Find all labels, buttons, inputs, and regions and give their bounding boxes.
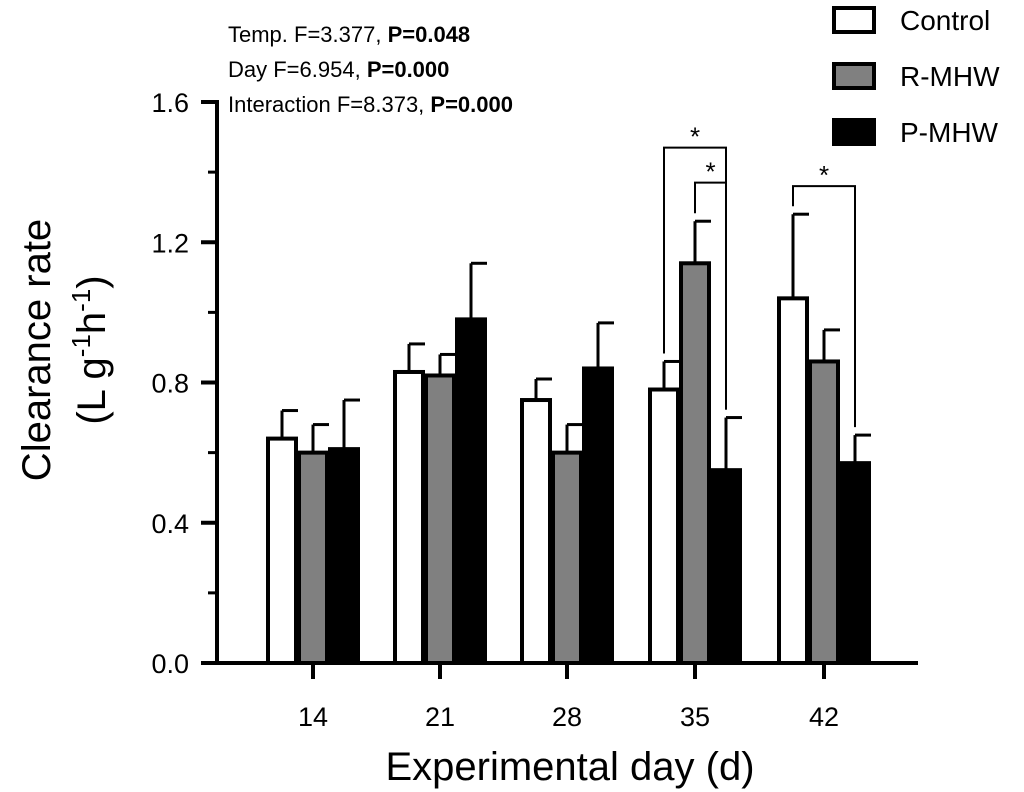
- bar-p-mhw: [582, 366, 614, 665]
- bar-r-mhw: [808, 359, 840, 665]
- legend-swatch-control: [832, 6, 876, 34]
- bar-p-mhw: [710, 468, 742, 665]
- y-axis-title-line2: (L g-1h-1): [66, 275, 114, 424]
- bar-control: [648, 387, 680, 665]
- bar-control: [266, 436, 298, 665]
- y-tick-label: 0.4: [151, 509, 189, 539]
- bar-control: [520, 398, 552, 665]
- significance-bracket: [792, 185, 856, 428]
- significance-bracket: [694, 181, 727, 410]
- legend-swatch-r-mhw: [832, 62, 876, 90]
- bar-r-mhw: [679, 261, 711, 665]
- significance-star: *: [819, 160, 829, 190]
- bar-p-mhw: [455, 317, 487, 665]
- stats-line-day: Day F=6.954, P=0.000: [228, 57, 449, 82]
- significance-star: *: [705, 157, 715, 187]
- legend-label-p-mhw: P-MHW: [900, 117, 999, 148]
- y-tick-label: 0.8: [151, 369, 189, 399]
- x-axis-title: Experimental day (d): [385, 745, 754, 789]
- y-axis-title-line1: Clearance rate: [15, 219, 59, 481]
- legend: Control R-MHW P-MHW: [832, 5, 1000, 148]
- stats-line-interaction: Interaction F=8.373, P=0.000: [228, 92, 513, 117]
- x-tick-label: 21: [425, 702, 455, 732]
- bar-p-mhw: [839, 461, 871, 665]
- x-tick-label: 14: [298, 702, 328, 732]
- x-tick-label: 28: [552, 702, 582, 732]
- bar-p-mhw: [328, 447, 360, 665]
- y-tick-label: 0.0: [151, 649, 189, 679]
- x-axis: 14 21 28 35 42: [215, 661, 918, 732]
- stats-annotation: Temp. F=3.377, P=0.048 Day F=6.954, P=0.…: [228, 22, 513, 117]
- plot-area: [266, 212, 871, 665]
- y-tick-label: 1.6: [151, 88, 189, 118]
- stats-line-temp: Temp. F=3.377, P=0.048: [228, 22, 470, 47]
- x-tick-label: 35: [680, 702, 710, 732]
- legend-swatch-p-mhw: [832, 118, 876, 146]
- bar-r-mhw: [297, 450, 329, 665]
- bar-r-mhw: [424, 373, 456, 665]
- legend-label-r-mhw: R-MHW: [900, 61, 1000, 92]
- significance-markers: ** *: [663, 122, 856, 428]
- significance-star: *: [690, 122, 700, 152]
- legend-label-control: Control: [900, 5, 990, 36]
- bar-control: [777, 296, 809, 665]
- bar-r-mhw: [551, 450, 583, 665]
- y-axis: 0.0 0.4 0.8 1.2 1.6: [151, 88, 219, 679]
- y-tick-label: 1.2: [151, 228, 189, 258]
- bar-control: [393, 369, 425, 665]
- x-tick-label: 42: [809, 702, 839, 732]
- y-axis-title: Clearance rate (L g-1h-1): [15, 219, 114, 481]
